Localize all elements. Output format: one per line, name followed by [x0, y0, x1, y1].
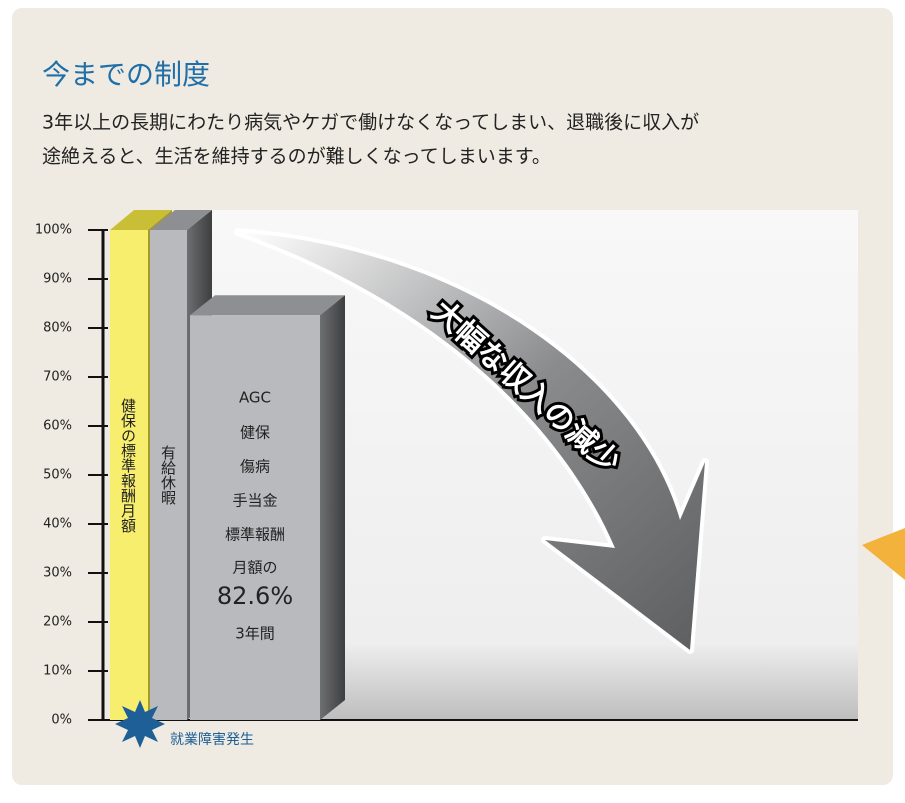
duration-label: 3年間 [235, 625, 275, 643]
decoration [862, 528, 905, 580]
description: 途絶えると、生活を維持するのが難しくなってしまいます。 [42, 146, 551, 168]
event-label: 就業障害発生 [170, 732, 254, 748]
y-tick-label: 70% [43, 370, 72, 385]
bar [190, 315, 320, 720]
bar-label: 傷病 [240, 458, 270, 476]
event-burst [115, 700, 165, 748]
y-tick-label: 50% [43, 468, 72, 483]
y-tick-label: 90% [43, 272, 72, 287]
chart: 0% 10% 20% 30% 40% 50% 60% 70% 80% 90% 100% 健保の標準報酬… [35, 210, 858, 728]
bar-label: 標準報酬 [225, 526, 285, 544]
bar-label: 健保 [240, 424, 270, 442]
y-tick-label: 20% [43, 615, 72, 630]
value-label: 82.6% [217, 582, 293, 610]
y-tick-label: 100% [35, 223, 72, 238]
bar-label: 健保の標準報酬月額 [119, 398, 137, 533]
y-tick-label: 60% [43, 419, 72, 434]
bar-label: 手当金 [232, 492, 277, 510]
bar [110, 230, 148, 720]
bar [150, 230, 187, 720]
y-tick-label: 0% [51, 713, 72, 728]
bar-side [320, 295, 345, 720]
y-tick-label: 10% [43, 664, 72, 679]
bar-label: 有給休暇 [159, 445, 177, 505]
description: 3年以上の長期にわたり病気やケガで働けなくなってしまい、退職後に収入が [42, 112, 699, 134]
decrease-arrow [234, 228, 709, 654]
y-tick-label: 40% [43, 517, 72, 532]
bar-top [190, 295, 345, 316]
y-tick-label: 30% [43, 566, 72, 581]
bar-label: 月額の [232, 559, 277, 577]
bar-top [150, 210, 212, 230]
y-tick-label: 80% [43, 321, 72, 336]
title: 今までの制度 [42, 58, 210, 91]
bar-label: AGC [239, 389, 271, 407]
bar-top [110, 210, 172, 230]
